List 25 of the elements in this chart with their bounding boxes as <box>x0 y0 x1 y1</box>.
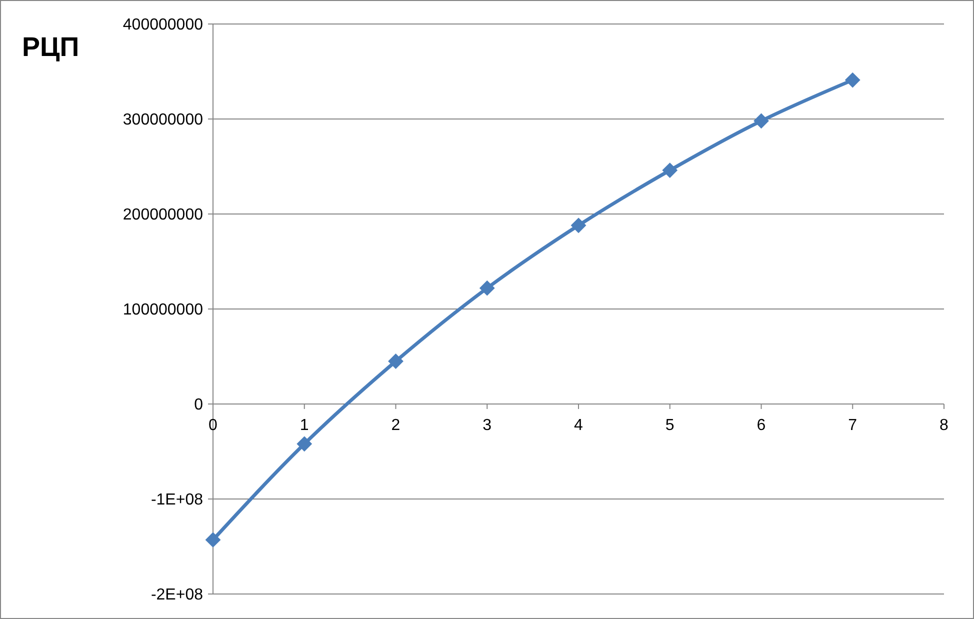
point <box>388 354 404 369</box>
point <box>662 162 678 178</box>
y-tick-label: 0 <box>194 396 204 414</box>
x-tick-label: 3 <box>482 417 492 434</box>
x-tick-label: 2 <box>391 417 400 434</box>
x-tick-label: 0 <box>208 417 218 434</box>
y-tick-label: -2E+08 <box>150 586 204 604</box>
point <box>296 436 312 452</box>
point <box>480 280 495 296</box>
y-tick-label: -1E+08 <box>150 492 204 509</box>
chart-title: РЦП <box>22 32 80 62</box>
x-tick-label: 5 <box>665 417 674 434</box>
x-tick-label: 6 <box>756 417 766 434</box>
point <box>571 218 586 233</box>
x-tick-label: 8 <box>940 417 949 434</box>
point <box>845 72 860 88</box>
x-tick-label: 7 <box>848 417 858 434</box>
x-tick-label: 1 <box>300 417 309 434</box>
y-tick-label: 200000000 <box>122 206 204 224</box>
x-tick-label: 4 <box>574 417 584 434</box>
y-tick-label: 300000000 <box>122 112 204 129</box>
y-tick-label: 400000000 <box>122 16 204 34</box>
y-tick-label: 100000000 <box>122 302 204 319</box>
point <box>206 532 220 548</box>
point <box>754 113 769 128</box>
